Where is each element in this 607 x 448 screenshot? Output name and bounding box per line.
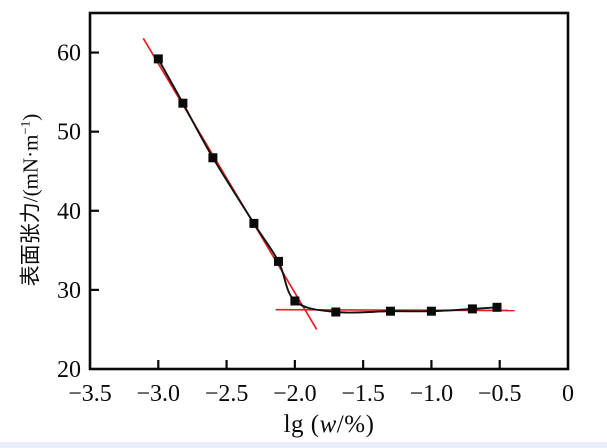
x-axis-label-text: lg ( [283, 411, 320, 438]
x-axis-label-variable: w [319, 411, 337, 438]
data-point-marker [492, 302, 502, 312]
x-tick-label: −1.5 [341, 381, 385, 407]
data-curve [157, 58, 498, 314]
y-tick-label: 60 [57, 41, 81, 67]
x-axis-label: lg (w/%) [90, 411, 568, 439]
data-point-marker [153, 54, 163, 64]
x-tick-label: −2.0 [273, 381, 317, 407]
y-tick-label: 30 [57, 278, 81, 304]
x-tick-label: −0.5 [478, 381, 522, 407]
data-point-marker [249, 218, 259, 228]
x-tick-label: −3.0 [137, 381, 181, 407]
plot-frame [88, 11, 570, 371]
data-point-marker [208, 153, 218, 163]
x-axis-label-suffix: /%) [336, 411, 375, 438]
y-tick-label: 50 [57, 120, 81, 146]
y-tick-label: 40 [57, 199, 81, 225]
data-point-marker [274, 256, 283, 266]
data-point-marker [426, 306, 436, 316]
scan-artifact-strip [0, 442, 607, 448]
data-point-marker [467, 304, 477, 314]
data-point-marker [386, 306, 395, 316]
y-tick-label: 20 [57, 357, 81, 383]
x-tick-label: 0 [562, 381, 574, 407]
x-tick-label: −1.0 [410, 381, 454, 407]
data-point-marker [178, 98, 188, 108]
data-point-marker [331, 307, 341, 317]
x-tick-label: −3.5 [68, 381, 112, 407]
data-point-marker [290, 296, 300, 306]
x-tick-label: −2.5 [205, 381, 249, 407]
